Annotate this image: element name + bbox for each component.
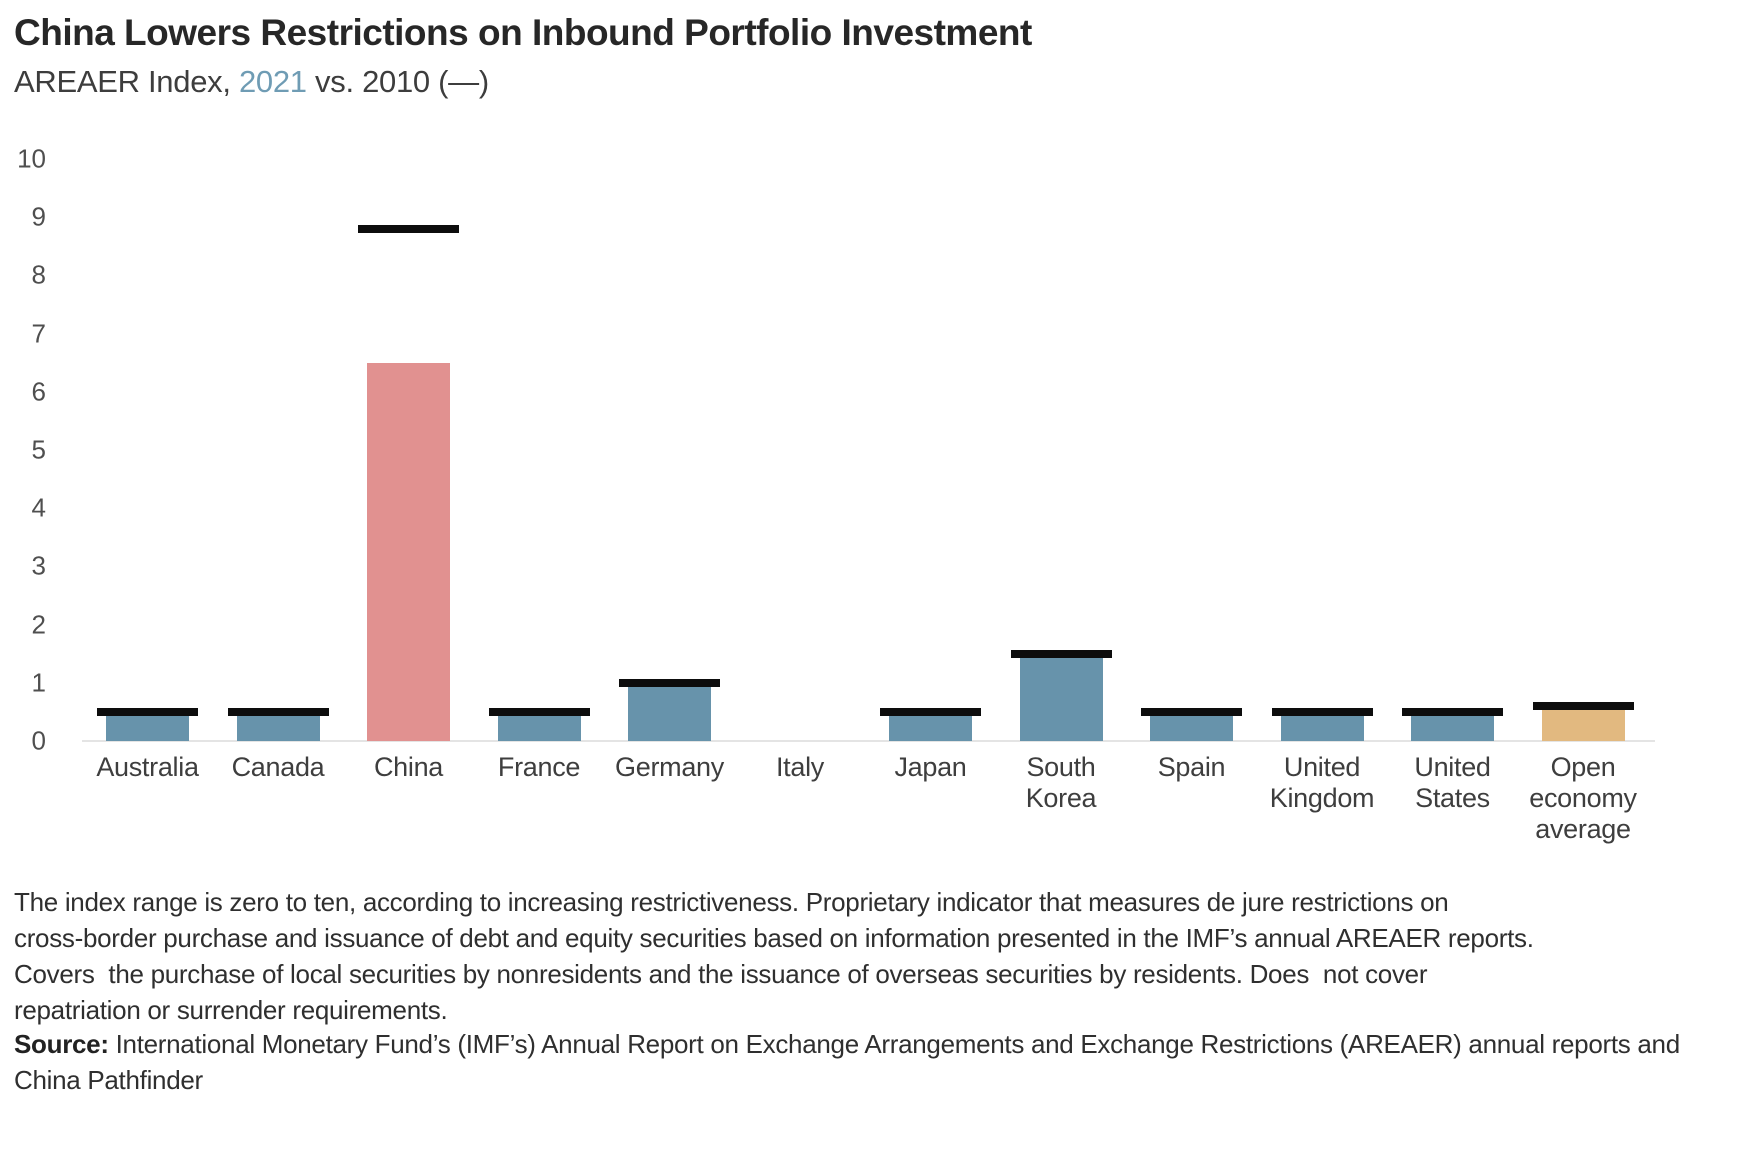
bar-2021-france — [497, 711, 581, 741]
category-label-spain: Spain — [1157, 752, 1226, 782]
source-text-line-1: Source: International Monetary Fund’s (I… — [14, 1029, 1545, 1059]
category-label-italy: Italy — [775, 752, 825, 782]
category-label-united-kingdom: United Kingdom — [1269, 752, 1375, 813]
footnote-line-4: repatriation or surrender requirements. — [14, 995, 448, 1025]
footnote-line-1: The index range is zero to ten, accordin… — [14, 887, 1449, 917]
bar-2021-australia — [106, 711, 189, 741]
y-tick-8: 8 — [31, 259, 46, 290]
category-label-open-economy-average: Open economy average — [1529, 752, 1637, 844]
dash-2010-spain — [1141, 707, 1242, 716]
category-label-germany: Germany — [615, 752, 724, 782]
dash-2010-china — [358, 224, 459, 233]
category-label-france: France — [497, 752, 581, 782]
category-label-united-states: United States — [1414, 752, 1491, 813]
dash-2010-united-kingdom — [1271, 707, 1373, 716]
y-tick-7: 7 — [31, 318, 46, 349]
dash-2010-south-korea — [1010, 649, 1112, 658]
bar-2021-spain — [1150, 711, 1233, 741]
subtitle-suffix-2010-dash-legend: vs. 2010 (—) — [306, 64, 489, 99]
dash-2010-australia — [97, 707, 198, 716]
dash-2010-germany — [619, 678, 720, 687]
category-label-japan: Japan — [894, 752, 967, 782]
bar-2021-japan — [889, 711, 972, 741]
category-label-canada: Canada — [231, 752, 325, 782]
source-text: International Monetary Fund’s (IMF’s) An… — [108, 1029, 1545, 1059]
bar-2021-united-kingdom — [1280, 711, 1364, 741]
category-label-australia: Australia — [96, 752, 199, 782]
y-tick-4: 4 — [31, 492, 46, 523]
dash-2010-united-states — [1402, 707, 1503, 716]
bar-2021-germany — [628, 682, 711, 741]
y-tick-3: 3 — [31, 550, 46, 581]
category-label-south-korea: South Korea — [1025, 752, 1097, 813]
bar-2021-united-states — [1411, 711, 1494, 741]
bar-2021-open-economy-average — [1541, 706, 1625, 741]
dash-2010-canada — [227, 707, 329, 716]
y-tick-9: 9 — [31, 201, 46, 232]
y-tick-0: 0 — [31, 725, 46, 756]
footnote-line-3: Covers the purchase of local securities … — [14, 959, 1428, 989]
bar-2021-canada — [236, 711, 320, 741]
bar-2021-south-korea — [1019, 653, 1103, 741]
footnote-line-2: cross-border purchase and issuance of de… — [14, 923, 1534, 953]
y-tick-2: 2 — [31, 609, 46, 640]
dash-2010-france — [488, 707, 590, 716]
source-text-line-2: reports and China Pathfinder — [14, 1029, 1687, 1095]
bar-2021-china — [367, 362, 450, 741]
source-label: Source: — [14, 1029, 109, 1059]
chart-subtitle: AREAER Index, 2021 vs. 2010 (—) — [14, 64, 489, 100]
y-tick-1: 1 — [31, 667, 46, 698]
footnote: The index range is zero to ten, accordin… — [14, 884, 1740, 1028]
chart-title: China Lowers Restrictions on Inbound Por… — [14, 12, 1032, 53]
y-tick-6: 6 — [31, 376, 46, 407]
subtitle-year-2021: 2021 — [238, 64, 307, 99]
y-tick-10: 10 — [17, 143, 46, 174]
category-label-china: China — [373, 752, 444, 782]
dash-2010-open-economy-average — [1532, 702, 1634, 711]
subtitle-prefix: AREAER Index, — [14, 64, 239, 99]
source-line: Source: International Monetary Fund’s (I… — [14, 1026, 1740, 1098]
y-tick-5: 5 — [31, 434, 46, 465]
x-axis-baseline — [82, 740, 1655, 742]
dash-2010-japan — [880, 707, 981, 716]
